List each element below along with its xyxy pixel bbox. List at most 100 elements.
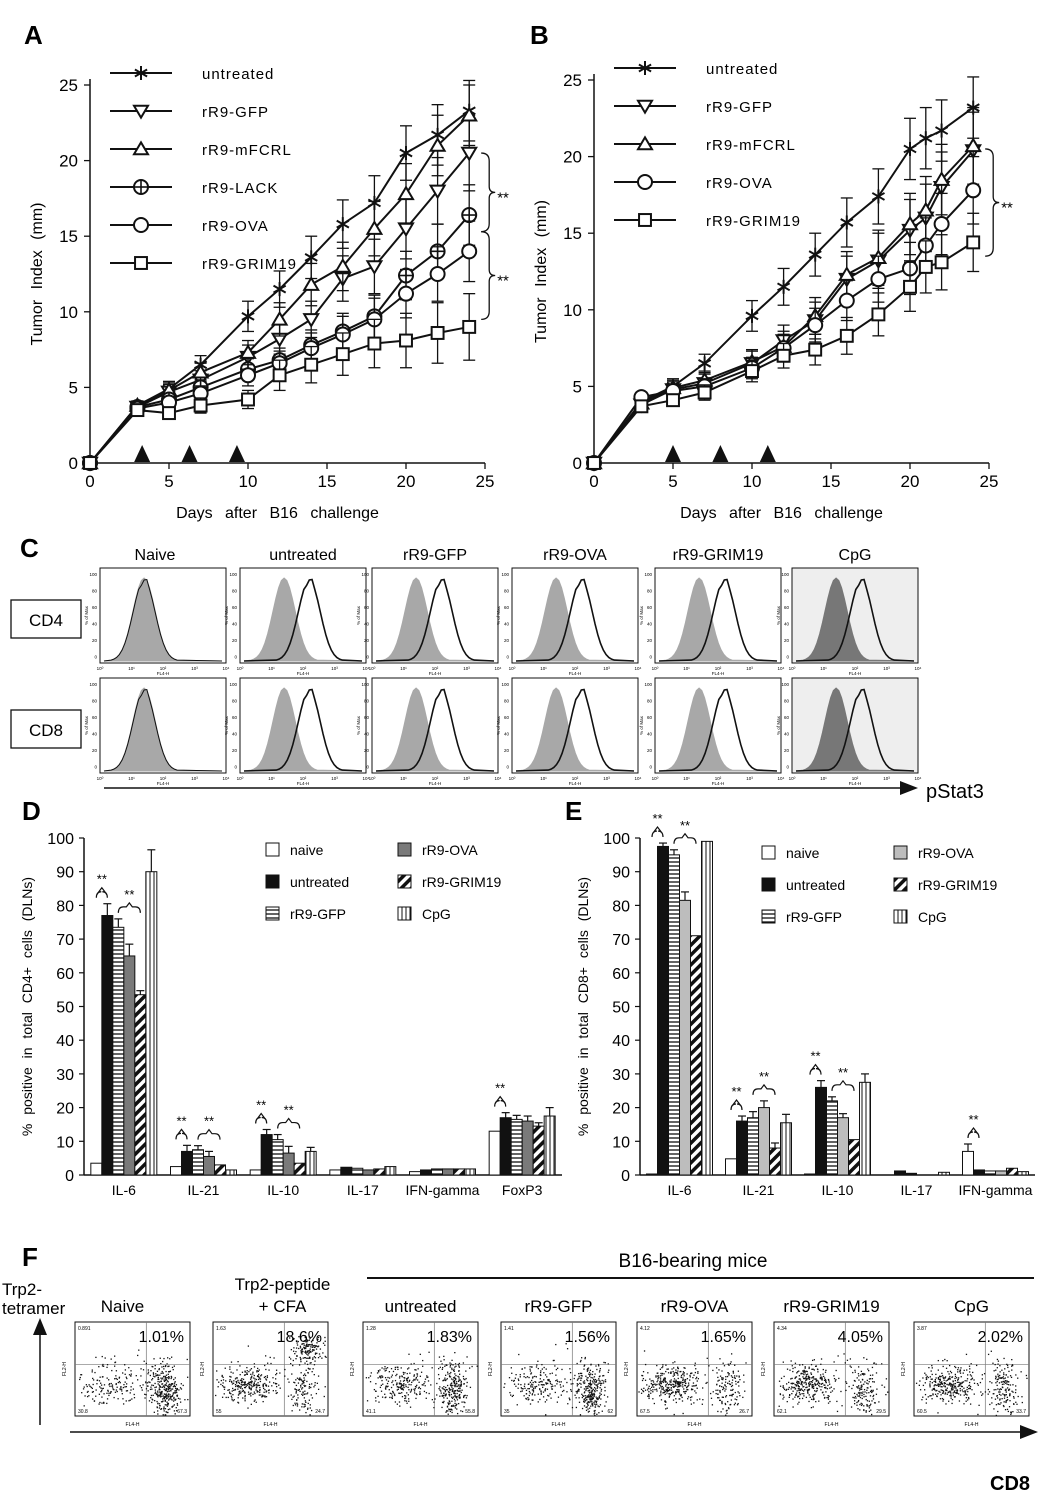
event (595, 1401, 597, 1404)
event (100, 1387, 102, 1389)
event (601, 1382, 603, 1385)
event (384, 1393, 386, 1395)
event (446, 1389, 448, 1391)
event (404, 1397, 406, 1400)
y-tick-label: 0 (649, 765, 652, 770)
event (410, 1390, 413, 1392)
event (314, 1357, 317, 1359)
event (176, 1394, 179, 1396)
event (441, 1368, 443, 1370)
event (528, 1387, 530, 1390)
y-tick-label: 40 (56, 1033, 74, 1050)
event (999, 1374, 1001, 1377)
fl-y-label: FL2-H (761, 1362, 767, 1376)
event (379, 1376, 381, 1378)
x-tick-label: 10¹ (128, 776, 135, 781)
event (532, 1399, 534, 1401)
event (950, 1384, 952, 1387)
event (586, 1395, 588, 1397)
event (599, 1387, 601, 1389)
event (250, 1389, 252, 1391)
event (521, 1390, 523, 1392)
event (653, 1402, 655, 1405)
event (803, 1369, 805, 1371)
event (217, 1386, 219, 1388)
event (155, 1386, 158, 1388)
event (857, 1373, 860, 1375)
event (292, 1359, 294, 1362)
event (293, 1347, 295, 1349)
event (91, 1371, 93, 1373)
significance-bracket (730, 1099, 743, 1111)
event (155, 1375, 157, 1377)
event (168, 1371, 171, 1373)
event (297, 1340, 299, 1343)
event (265, 1368, 267, 1371)
event (724, 1390, 726, 1392)
event (647, 1395, 649, 1397)
event (799, 1397, 801, 1400)
event (820, 1363, 822, 1365)
event (230, 1361, 233, 1363)
event (813, 1394, 815, 1396)
event (580, 1377, 583, 1379)
event (415, 1376, 418, 1379)
event (593, 1413, 595, 1415)
event (172, 1392, 175, 1394)
event (673, 1374, 676, 1376)
event (864, 1381, 866, 1383)
event (730, 1399, 733, 1401)
event (241, 1381, 243, 1383)
event (242, 1397, 244, 1399)
event (652, 1389, 654, 1391)
event (652, 1379, 654, 1382)
event (676, 1389, 678, 1391)
event (149, 1381, 151, 1384)
event (546, 1399, 548, 1401)
event (182, 1384, 184, 1387)
y-tick-label: 80 (612, 898, 630, 915)
event (866, 1387, 868, 1389)
legend-label: rR9-mFCRL (706, 137, 796, 154)
event (237, 1385, 239, 1388)
event (179, 1387, 182, 1389)
event (101, 1396, 103, 1398)
event (589, 1394, 592, 1397)
event (812, 1386, 815, 1388)
event (684, 1392, 686, 1395)
event (152, 1366, 154, 1368)
event (677, 1386, 679, 1388)
event (1009, 1375, 1012, 1377)
event (235, 1385, 237, 1388)
event (801, 1381, 803, 1383)
event (157, 1383, 159, 1385)
event (124, 1364, 126, 1366)
event (167, 1396, 169, 1398)
event (734, 1391, 736, 1394)
data-point (918, 259, 933, 274)
y-tick-label: 20 (92, 748, 98, 753)
event (659, 1379, 662, 1381)
event (184, 1399, 186, 1401)
event (717, 1393, 719, 1395)
event (86, 1385, 88, 1388)
event (792, 1406, 794, 1408)
event (705, 1382, 707, 1384)
event (597, 1405, 599, 1407)
event (128, 1400, 130, 1402)
event (305, 1411, 307, 1414)
event (945, 1367, 948, 1369)
event (446, 1371, 449, 1373)
event (868, 1391, 870, 1394)
event (540, 1370, 542, 1372)
data-point (461, 207, 478, 224)
x-tick-label: 10² (300, 776, 307, 781)
event (264, 1355, 267, 1357)
event (159, 1394, 161, 1396)
event (808, 1375, 810, 1378)
event (303, 1344, 305, 1346)
event (532, 1391, 535, 1393)
event (232, 1394, 234, 1396)
filled-histogram (375, 577, 495, 662)
